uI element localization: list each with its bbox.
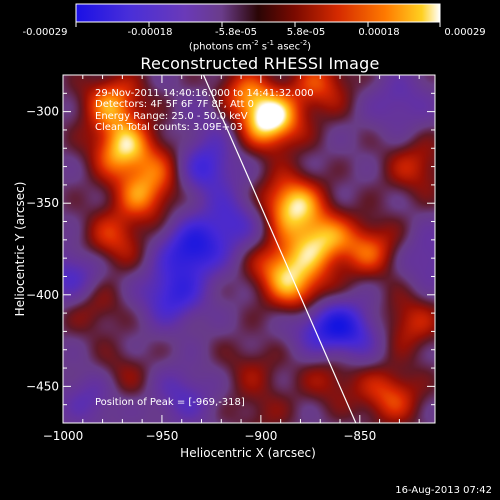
y-tick-label: −400 [26,288,59,302]
y-axis-label: Heliocentric Y (arcsec) [13,181,27,317]
x-axis-label: Heliocentric X (arcsec) [180,446,316,460]
energy-range-text: Energy Range: 25.0 - 50.0 keV [95,111,248,122]
colorbar-tick-label: 0.00029 [444,27,486,38]
x-tick-label: −900 [244,429,277,443]
colorbar-units: (photons cm-2 s-1 asec-2) [188,39,312,53]
footer-timestamp: 16-Aug-2013 07:42 [395,485,492,496]
colorbar-tick-label: -5.8e-05 [215,27,257,38]
y-tick-label: −300 [26,105,59,119]
colorbar-tick-label: -0.00029 [22,27,68,38]
time-range-text: 29-Nov-2011 14:40:16.000 to 14:41:32.000 [95,88,314,99]
clean-counts-text: Clean Total counts: 3.09E+03 [95,122,243,133]
x-tick-label: −1000 [43,429,84,443]
colorbar-frame [75,3,441,27]
detectors-text: Detectors: 4F 5F 6F 7F 8F, Att 0 [95,99,255,110]
colorbar-tick-label: -0.00018 [127,27,173,38]
y-tick-label: −350 [26,196,59,210]
colorbar [76,4,440,22]
y-tick-label: −450 [26,379,59,393]
peak-position-text: Position of Peak = [-969,-318] [95,397,245,408]
colorbar-tick-label: 0.00018 [358,27,400,38]
chart-title: Reconstructed RHESSI Image [140,54,380,73]
x-tick-label: −850 [343,429,376,443]
x-tick-label: −950 [145,429,178,443]
colorbar-tick-label: 5.8e-05 [286,27,326,38]
